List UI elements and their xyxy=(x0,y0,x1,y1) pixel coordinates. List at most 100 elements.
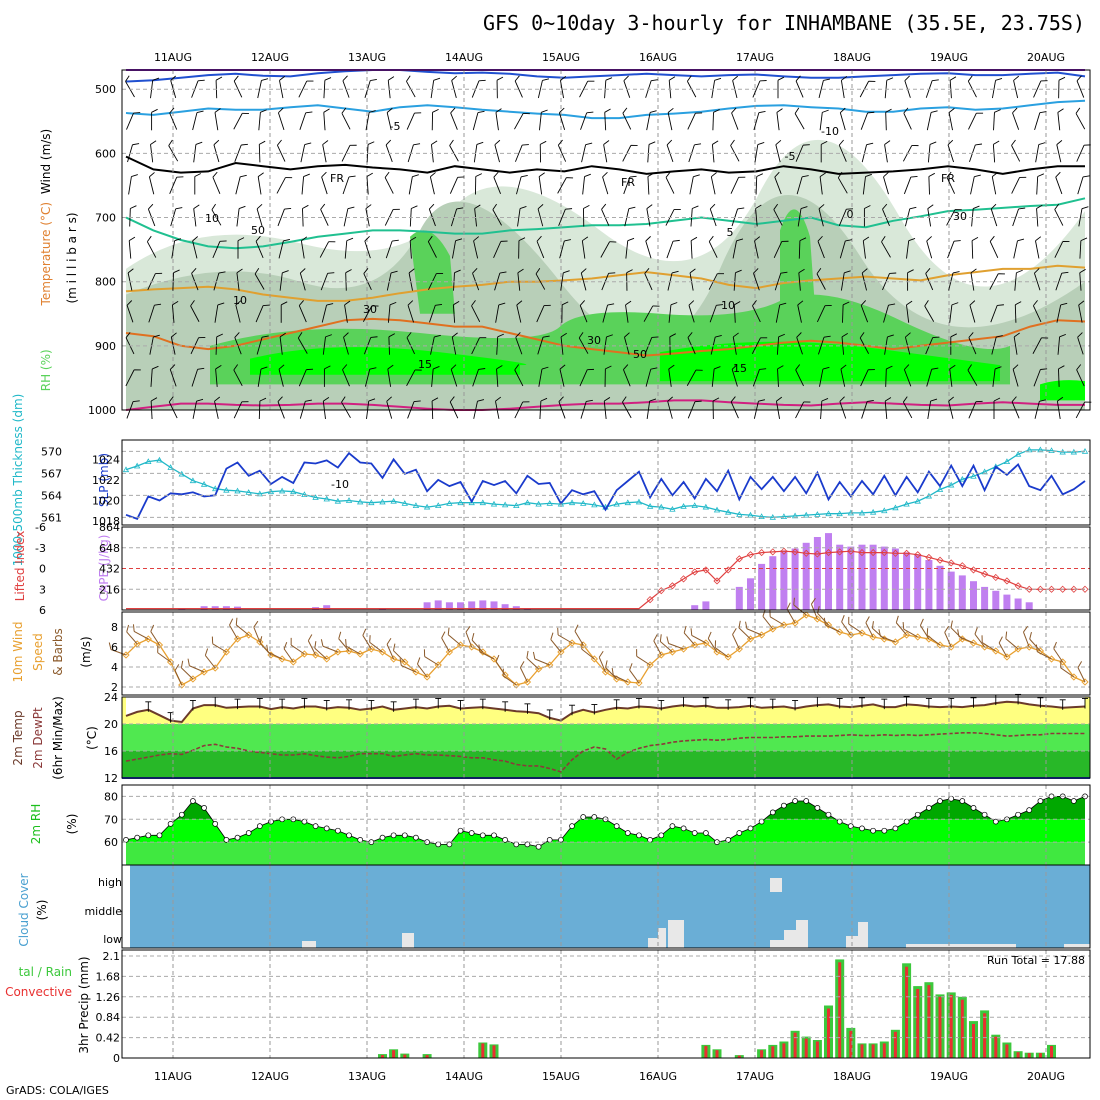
barb-flag xyxy=(823,617,826,626)
barb-flag xyxy=(187,658,190,666)
barb-flag xyxy=(386,638,392,645)
cape-tick: 216 xyxy=(99,583,120,596)
wind-barb-shaft xyxy=(1014,304,1017,323)
thickness-tick: 567 xyxy=(41,467,62,480)
wind-barb xyxy=(927,141,937,163)
li-point xyxy=(1025,585,1033,593)
rh-shading xyxy=(1040,380,1085,401)
wind-barb xyxy=(258,109,267,131)
wind-barb-shaft xyxy=(795,144,804,162)
wind-barb-flag xyxy=(694,143,702,146)
wind-barb-flag xyxy=(976,112,984,114)
rh-point xyxy=(134,834,141,841)
wind-barb-flag xyxy=(241,143,248,146)
wind-barb-flag xyxy=(390,270,398,274)
wind-barb-shaft xyxy=(387,368,392,387)
wind-barb xyxy=(1011,176,1027,194)
wind-speed-point xyxy=(579,641,587,649)
wind-barb-shaft xyxy=(623,176,631,195)
wind-barb-flag xyxy=(343,332,349,338)
barb-shaft xyxy=(465,631,473,648)
wind-barb-flag xyxy=(128,236,136,242)
contour-label: -5 xyxy=(390,120,401,133)
contour-10c xyxy=(125,317,1086,357)
barb-shaft xyxy=(880,635,896,643)
wind-speed-point xyxy=(713,648,721,656)
wind-barb-flag xyxy=(127,268,134,274)
wind-barb xyxy=(796,175,809,195)
thickness-point xyxy=(981,468,988,475)
wind-barb-flag xyxy=(688,300,695,306)
wind-barb-flag xyxy=(732,75,739,81)
wind-barb-flag xyxy=(327,272,335,274)
cloud-block xyxy=(668,920,684,948)
barb-shaft xyxy=(1029,638,1041,652)
rh-point xyxy=(323,825,330,832)
wind-barb-shaft xyxy=(949,304,953,323)
wind-barb-shaft xyxy=(537,80,543,99)
thickness-point xyxy=(791,512,799,519)
wind-barb-flag xyxy=(303,173,310,177)
wind-barb-10m xyxy=(1053,641,1064,663)
wind-barb-shaft xyxy=(816,305,826,323)
cloud-background xyxy=(130,865,1090,948)
rh-point xyxy=(457,827,464,834)
cape-bar xyxy=(769,556,777,610)
wind-barb-shaft xyxy=(645,240,652,259)
wind-barb-flag xyxy=(1035,236,1042,242)
wind-barb xyxy=(148,303,162,323)
cape-bar xyxy=(434,600,442,610)
wind-barb-shaft xyxy=(277,112,285,130)
wind-barb xyxy=(537,204,544,227)
precip-conv-bar xyxy=(905,966,909,1058)
wind-barb xyxy=(431,140,438,163)
barb-shaft xyxy=(479,651,495,660)
wind-barb xyxy=(1076,364,1085,387)
wind-speed-point xyxy=(367,645,375,653)
contour-label: 15 xyxy=(733,362,747,375)
wind-barb-flag xyxy=(579,300,586,306)
wind-barb xyxy=(579,368,594,387)
wind-barb-shaft xyxy=(171,304,175,323)
wind-barb-shaft xyxy=(431,368,434,387)
wind-barb-flag xyxy=(818,204,825,210)
wind-barb-flag xyxy=(389,301,397,306)
li-tick: -3 xyxy=(35,542,46,555)
wind-barb-flag xyxy=(384,171,390,178)
wind-barb-flag xyxy=(386,396,392,402)
wind-barb-flag xyxy=(560,75,567,81)
rh-point xyxy=(346,832,352,839)
precip-conv-bar xyxy=(381,1055,384,1058)
cape-bar xyxy=(747,578,754,610)
wind-barb xyxy=(298,300,307,323)
wind-barb-flag xyxy=(498,302,506,306)
wind-barb-10m xyxy=(187,658,205,673)
wind-barb xyxy=(904,75,911,98)
wind-barb-shaft xyxy=(344,304,348,323)
wind-barb-flag xyxy=(233,364,239,371)
wind-barb xyxy=(279,270,289,291)
rh-point xyxy=(591,814,598,820)
barb-flag xyxy=(895,615,899,623)
wind-barb xyxy=(991,172,998,195)
contour-label: 5 xyxy=(727,226,734,239)
li-point xyxy=(981,570,989,578)
wind-barb-shaft xyxy=(623,369,631,387)
wind-barb xyxy=(297,332,308,354)
wind-barb xyxy=(646,110,657,131)
wind-barb-flag xyxy=(689,268,696,274)
li-point xyxy=(769,548,777,556)
wind-barb xyxy=(538,172,545,195)
wind-barb-flag xyxy=(449,139,454,146)
thickness-point xyxy=(903,500,910,507)
wind-barb-flag xyxy=(242,112,249,114)
wind-barb xyxy=(280,301,288,323)
precip-conv-bar xyxy=(972,1024,975,1058)
thickness-point xyxy=(948,481,955,488)
cape-tick: 864 xyxy=(99,521,120,534)
wind-barb-shaft xyxy=(323,80,326,99)
wind-barb xyxy=(840,76,848,99)
barb-flag xyxy=(653,634,658,642)
wind-barb-flag xyxy=(413,400,421,403)
wind-barb-10m xyxy=(235,617,250,636)
